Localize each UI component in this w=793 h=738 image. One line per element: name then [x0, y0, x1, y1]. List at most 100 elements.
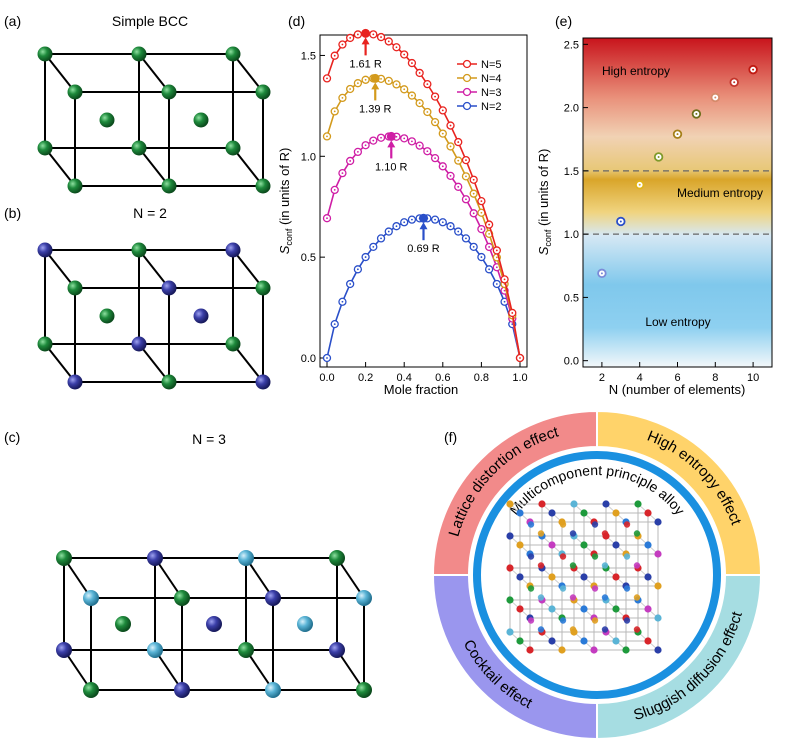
data-point-dot	[457, 159, 460, 162]
green-atom	[225, 46, 241, 62]
green-atom	[67, 280, 83, 296]
x-tick-label: 4	[637, 372, 643, 384]
data-point-dot	[449, 124, 452, 127]
data-point-dot	[449, 145, 452, 148]
lattice-body-atom	[559, 553, 567, 560]
data-point-dot	[333, 323, 336, 326]
lattice-body-atom	[569, 562, 577, 569]
green-atom	[329, 550, 345, 566]
data-point-dot	[395, 83, 398, 86]
lattice-atom	[602, 500, 610, 508]
x-tick-label: 10	[747, 372, 759, 384]
legend-entry: N=3	[481, 87, 502, 99]
peak-marker	[361, 28, 371, 38]
blue-atom	[329, 642, 345, 658]
blue-atom	[193, 308, 209, 324]
lattice-edge	[336, 557, 365, 599]
data-point-dot	[411, 94, 413, 97]
plot-d-ylabel: Sconf (in units of R)	[277, 148, 294, 255]
data-point-dot	[333, 110, 336, 113]
peak-label: 1.61 R	[349, 58, 381, 70]
lattice-atom	[506, 596, 514, 604]
plot-d-ylabel-symbol: S	[277, 245, 292, 254]
data-point-dot	[411, 218, 413, 221]
lattice-body-atom	[559, 585, 567, 592]
plot-d-xlabel: Mole fraction	[384, 382, 458, 397]
data-point-dot	[349, 160, 352, 162]
peak-arrow-head	[371, 82, 380, 90]
data-point-dot	[372, 139, 375, 142]
lattice-atom	[644, 509, 652, 517]
y-tick-label: 1.5	[301, 50, 316, 62]
lattice-edge	[232, 53, 264, 93]
blue-atom	[37, 242, 53, 258]
data-point-dot	[434, 95, 436, 98]
lattice-body-atom	[601, 530, 609, 537]
lattice-atom	[580, 509, 588, 517]
lattice-atom	[622, 646, 630, 654]
data-point-dot	[457, 141, 460, 143]
data-point-dot	[341, 172, 344, 175]
green-atom	[255, 178, 271, 194]
lattice-edge	[138, 343, 170, 383]
panel-f-label: (f)	[444, 429, 457, 445]
data-point-dot	[387, 230, 390, 233]
data-point-dot	[395, 225, 398, 228]
lattice-atom	[558, 646, 566, 654]
lattice-edge	[44, 343, 76, 383]
cyan-atom	[83, 590, 99, 606]
data-point-dot	[372, 245, 375, 248]
green-atom	[225, 140, 241, 156]
panel-e-label: (e)	[555, 13, 572, 29]
lattice-body-atom	[601, 562, 609, 569]
y-tick-label: 2.0	[564, 103, 579, 115]
blue-atom	[147, 550, 163, 566]
data-point-dot	[380, 237, 382, 240]
data-point-dot	[418, 102, 421, 105]
panel-b-title: N = 2	[133, 205, 167, 221]
lattice-body-atom	[527, 617, 535, 624]
lattice-body-atom	[527, 521, 535, 528]
data-point-dot	[752, 68, 755, 71]
lattice-atom	[580, 573, 588, 581]
lattice-atom	[516, 573, 524, 581]
green-atom	[255, 84, 271, 100]
data-point-dot	[349, 37, 352, 39]
lattice-edge	[138, 53, 170, 93]
x-tick-label: 8	[712, 372, 718, 384]
data-point-dot	[495, 283, 498, 285]
lattice-body-atom	[559, 617, 567, 624]
data-point-dot	[349, 283, 352, 285]
data-point-dot	[503, 300, 506, 303]
x-tick-label: 2	[599, 372, 605, 384]
y-tick-label: 0.5	[564, 292, 579, 304]
blue-ring	[473, 451, 721, 699]
lattice-atom	[644, 541, 652, 549]
data-point-dot	[403, 88, 406, 91]
data-point-dot	[426, 111, 429, 113]
x-tick-label: 0.2	[358, 372, 373, 384]
data-point-dot	[403, 137, 406, 140]
lattice-atom	[570, 500, 578, 508]
lattice-atom	[506, 564, 514, 572]
lattice-body-atom	[633, 626, 641, 633]
data-point-dot	[457, 230, 460, 233]
data-point-dot	[480, 200, 483, 203]
lattice-atom	[644, 637, 652, 645]
green-atom	[115, 616, 131, 632]
x-tick-label: 0.6	[435, 372, 450, 384]
lattice-atom	[538, 500, 546, 508]
legend-entry: N=4	[481, 73, 502, 85]
lattice-atom	[580, 637, 588, 645]
data-point-dot	[441, 109, 444, 112]
plot-d-ylabel-sub: conf	[284, 228, 294, 246]
peak-label: 1.39 R	[359, 103, 391, 115]
plot-e-ylabel-symbol: S	[536, 246, 551, 255]
y-tick-label: 0.0	[564, 356, 579, 368]
lattice-atom	[612, 637, 620, 645]
data-point-dot	[503, 278, 506, 281]
data-point-dot	[326, 77, 328, 80]
lattice-body-atom	[537, 626, 545, 633]
data-point-dot	[387, 79, 390, 82]
peak-arrow-head	[361, 37, 370, 45]
